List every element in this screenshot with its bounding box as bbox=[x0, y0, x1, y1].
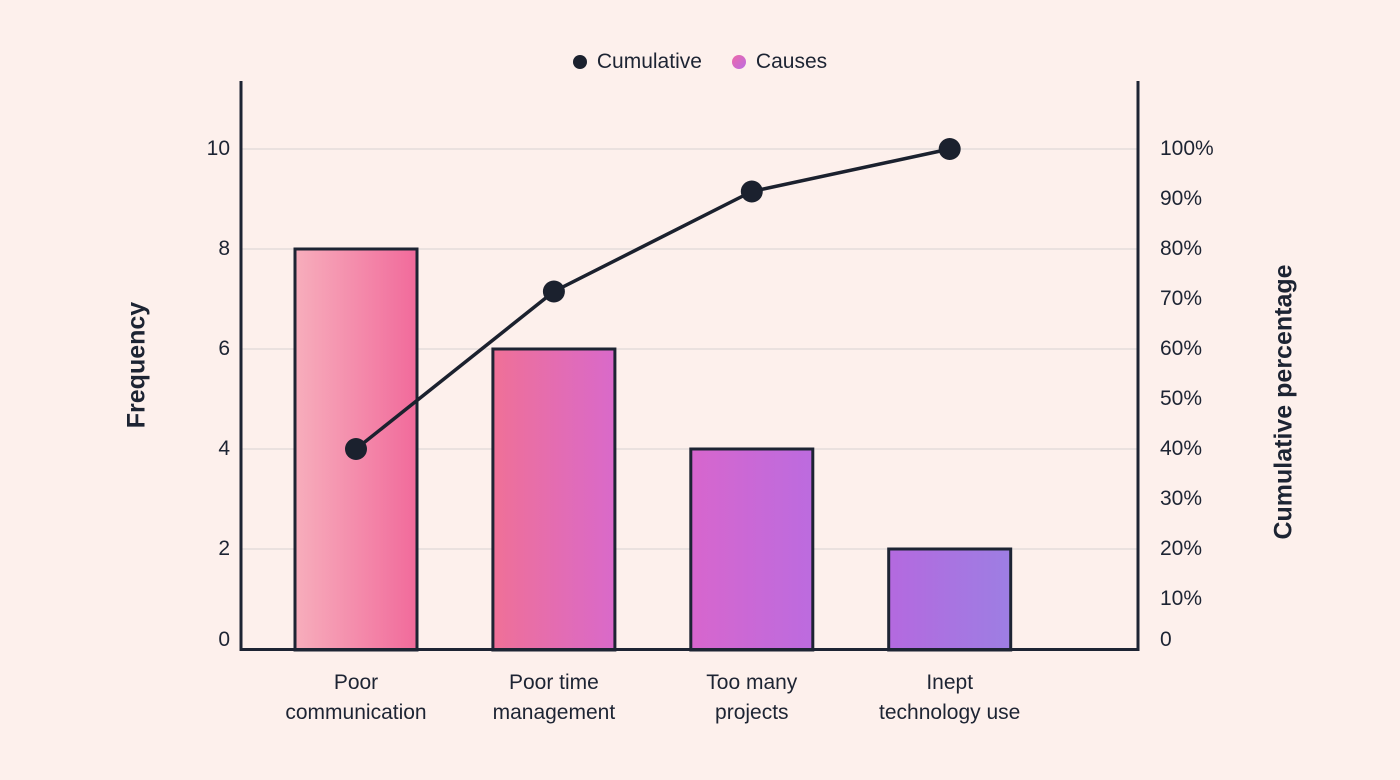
cumulative-point bbox=[938, 138, 961, 160]
category-label: Poor time management bbox=[492, 671, 616, 724]
legend-item-cumulative[interactable]: Cumulative bbox=[572, 50, 702, 74]
left-axis-tick-label: 10 bbox=[206, 137, 230, 160]
bar-inept-technology-use bbox=[887, 547, 1013, 652]
left-axis-tick-label: 2 bbox=[218, 537, 230, 560]
cumulative-legend-dot-icon bbox=[572, 55, 587, 69]
right-axis-tick-label: 50% bbox=[1160, 387, 1203, 410]
cumulative-line bbox=[354, 147, 951, 451]
left-axis-tick-label: 6 bbox=[218, 337, 230, 360]
right-axis-tick-label: 0 bbox=[1160, 628, 1172, 651]
right-axis-tick-label: 100% bbox=[1160, 137, 1214, 160]
right-axis-tick-label: 10% bbox=[1160, 587, 1203, 610]
right-axis-tick-label: 40% bbox=[1160, 437, 1203, 460]
causes-legend-dot-icon bbox=[731, 55, 746, 69]
left-axis-tick-label: 8 bbox=[218, 237, 230, 260]
category-label: Poor communication bbox=[285, 671, 427, 724]
legend-causes-label: Causes bbox=[755, 50, 828, 73]
chart-legend: Cumulative Causes bbox=[0, 50, 1400, 74]
cumulative-point bbox=[740, 180, 763, 203]
right-axis-tick-label: 90% bbox=[1160, 187, 1203, 210]
right-axis-tick-label: 70% bbox=[1160, 287, 1203, 310]
bar-poor-time-management bbox=[491, 347, 617, 652]
right-axis-tick-label: 80% bbox=[1160, 237, 1203, 260]
legend-cumulative-label: Cumulative bbox=[596, 50, 702, 73]
category-label: Inept technology use bbox=[879, 671, 1021, 724]
legend-item-causes[interactable]: Causes bbox=[731, 50, 828, 74]
cumulative-point bbox=[542, 280, 565, 303]
category-label: Too many projects bbox=[706, 671, 798, 724]
left-axis-tick-label: 0 bbox=[218, 628, 230, 651]
cumulative-point bbox=[345, 438, 367, 460]
right-axis-tick-label: 20% bbox=[1160, 537, 1203, 560]
left-axis-tick-label: 4 bbox=[218, 437, 230, 460]
right-axis-tick-label: 60% bbox=[1160, 337, 1203, 360]
bar-too-many-projects bbox=[689, 447, 815, 652]
right-axis-tick-label: 30% bbox=[1160, 487, 1203, 510]
